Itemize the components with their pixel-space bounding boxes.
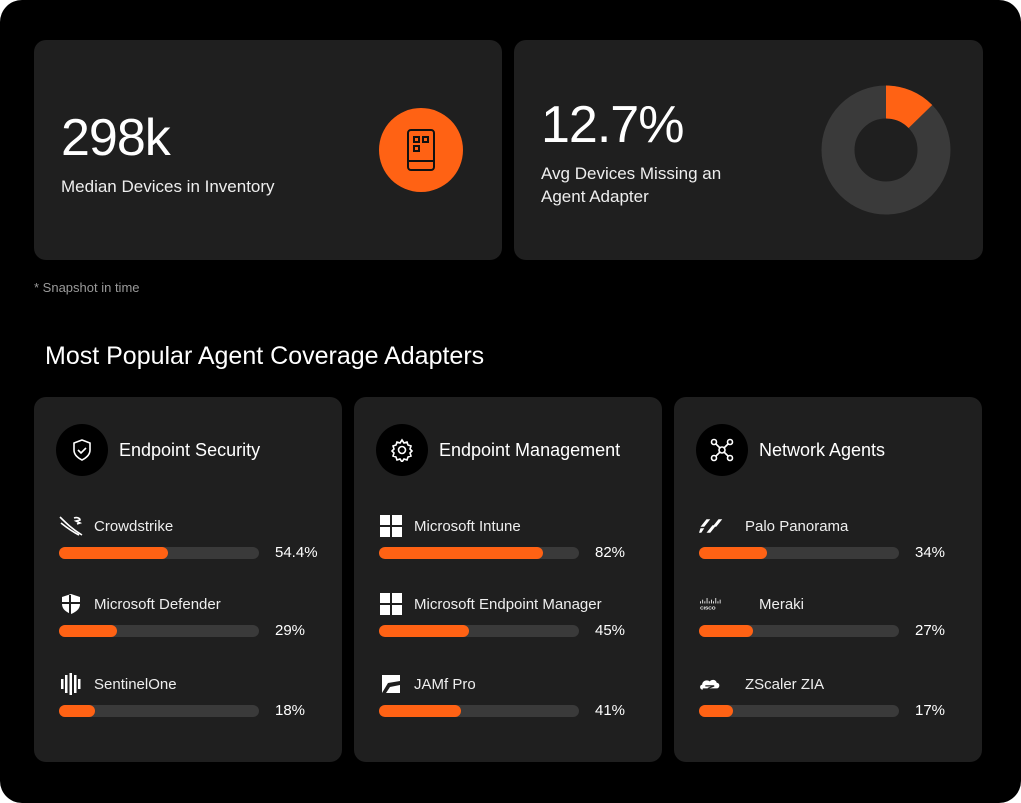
progress-fill [59,705,95,717]
crowdstrike-icon [59,515,83,537]
category-card-endpoint-security: Endpoint Security Crowdstrike 54.4% Micr… [34,397,342,762]
palo-alto-icon [699,515,723,537]
progress-bar [59,547,259,559]
adapter-name: Microsoft Endpoint Manager [414,596,602,613]
progress-fill [699,547,767,559]
progress-fill [379,547,543,559]
progress-bar [699,705,899,717]
adapter-item: SentinelOne 18% [59,673,329,733]
snapshot-note: * Snapshot in time [34,280,140,295]
progress-bar [59,625,259,637]
stat-label-line1: Avg Devices Missing an [541,164,722,183]
progress-bar [699,547,899,559]
adapter-item: ZScaler ZIA 17% [699,673,969,733]
adapter-item: Microsoft Defender 29% [59,593,329,653]
adapter-percent: 54.4% [275,544,318,561]
cisco-icon: CISCO [699,593,723,615]
adapter-item: Crowdstrike 54.4% [59,515,329,575]
stat-value: 298k [61,109,171,167]
adapter-percent: 45% [595,622,626,639]
adapter-name: ZScaler ZIA [745,676,825,693]
adapter-percent: 82% [595,544,626,561]
svg-text:CISCO: CISCO [700,605,716,611]
adapter-percent: 27% [915,622,946,639]
category-title: Endpoint Management [439,440,621,460]
adapter-name: Microsoft Defender [94,596,221,613]
category-title: Network Agents [759,440,886,460]
adapter-percent: 41% [595,702,626,719]
adapter-name: Microsoft Intune [414,518,521,535]
adapter-name: Palo Panorama [745,518,849,535]
windows-icon [379,515,403,537]
adapter-item: Microsoft Endpoint Manager 45% [379,593,649,653]
adapter-percent: 18% [275,702,306,719]
network-icon [696,424,748,476]
donut-chart [821,85,951,215]
stat-label-line2: Agent Adapter [541,187,649,206]
adapter-percent: 29% [275,622,306,639]
zscaler-icon [699,673,723,695]
progress-fill [59,625,117,637]
progress-bar [379,705,579,717]
progress-bar [379,547,579,559]
adapter-item: Palo Panorama 34% [699,515,969,575]
adapter-percent: 34% [915,544,946,561]
progress-bar [699,625,899,637]
progress-bar [379,625,579,637]
stat-card-missing-adapter: 12.7% Avg Devices Missing an Agent Adapt… [514,40,983,260]
adapter-item: CISCO Meraki 27% [699,593,969,653]
progress-bar [59,705,259,717]
donut-segment [821,85,951,215]
progress-fill [699,625,753,637]
defender-icon [59,593,83,615]
windows-icon [379,593,403,615]
gear-icon [376,424,428,476]
progress-fill [699,705,733,717]
adapter-name: Crowdstrike [94,518,174,535]
section-title: Most Popular Agent Coverage Adapters [45,342,485,370]
category-card-network-agents: Network Agents Palo Panorama 34% CISCO M… [674,397,982,762]
device-icon [379,108,463,192]
category-title: Endpoint Security [119,440,261,460]
adapter-name: Meraki [759,596,805,613]
progress-fill [59,547,168,559]
progress-fill [379,625,469,637]
adapter-item: JAMf Pro 41% [379,673,649,733]
sentinelone-icon [59,673,83,695]
category-card-endpoint-management: Endpoint Management Microsoft Intune 82%… [354,397,662,762]
stat-label: Median Devices in Inventory [61,177,275,196]
stat-value: 12.7% [541,96,684,154]
adapter-name: SentinelOne [94,676,177,693]
progress-fill [379,705,461,717]
adapter-item: Microsoft Intune 82% [379,515,649,575]
adapter-percent: 17% [915,702,946,719]
jamf-icon [379,673,403,695]
shield-check-icon [56,424,108,476]
stat-card-devices: 298k Median Devices in Inventory [34,40,502,260]
adapter-name: JAMf Pro [414,676,476,693]
